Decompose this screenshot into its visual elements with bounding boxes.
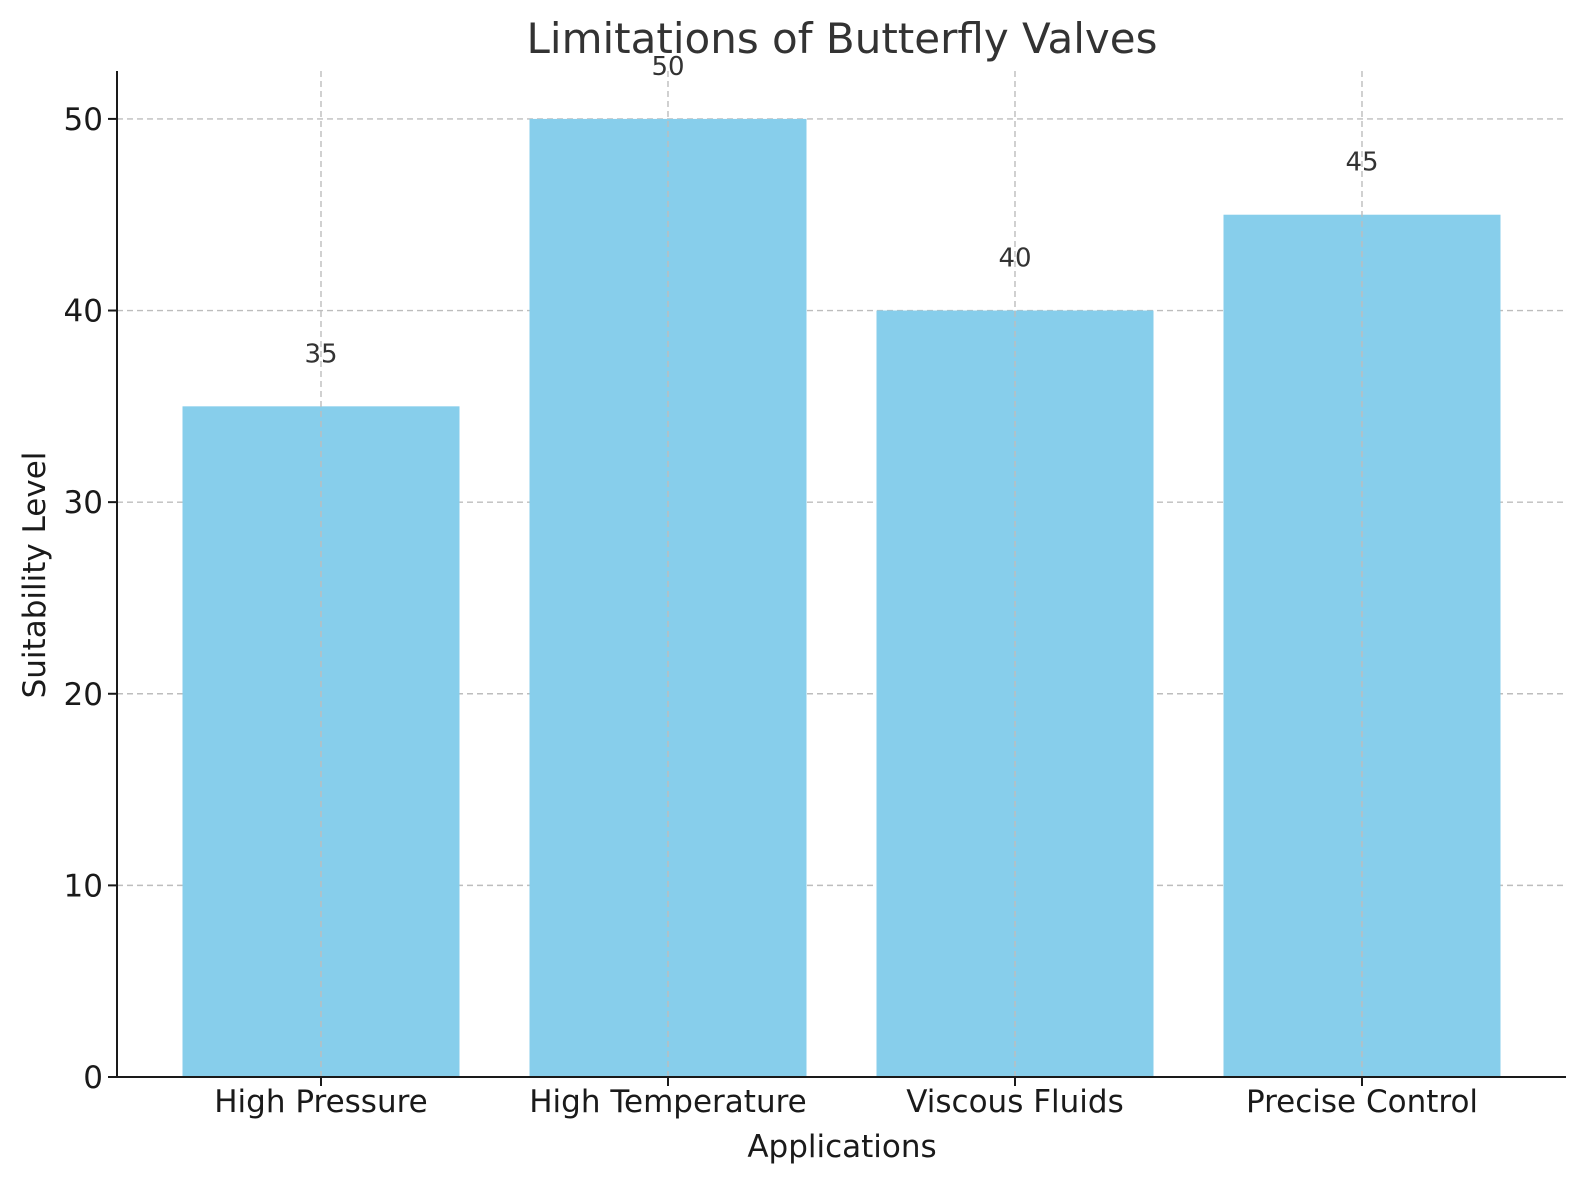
x-tick-label: Precise Control: [1246, 1084, 1478, 1120]
y-tick-label: 30: [64, 485, 103, 521]
bar-value-label: 40: [998, 244, 1031, 274]
x-tick-label: High Pressure: [214, 1084, 427, 1120]
vertical-grid: [320, 71, 1363, 1077]
y-axis-label: Suitability Level: [17, 452, 53, 699]
bar-value-label: 50: [651, 52, 684, 82]
x-axis-label: Applications: [747, 1129, 936, 1165]
chart-title: Limitations of Butterfly Valves: [527, 14, 1158, 63]
y-tick-label: 10: [64, 868, 103, 904]
bars: [182, 118, 1501, 1077]
bar: [529, 118, 807, 1077]
y-tick-label: 20: [64, 677, 103, 713]
y-ticks: 0 10 20 30 40 50: [64, 102, 117, 1096]
bar-value-label: 35: [304, 339, 337, 369]
bar-value-label: 45: [1345, 148, 1378, 178]
x-tick-label: Viscous Fluids: [906, 1084, 1123, 1120]
y-tick-label: 0: [83, 1060, 103, 1096]
data-labels: 35 50 40 45: [304, 52, 1378, 369]
x-tick-label: High Temperature: [529, 1084, 806, 1120]
x-ticks: High Pressure High Temperature Viscous Flu…: [214, 1077, 1478, 1120]
y-tick-label: 50: [64, 102, 103, 138]
y-tick-label: 40: [64, 294, 103, 330]
axes: [116, 71, 1566, 1078]
